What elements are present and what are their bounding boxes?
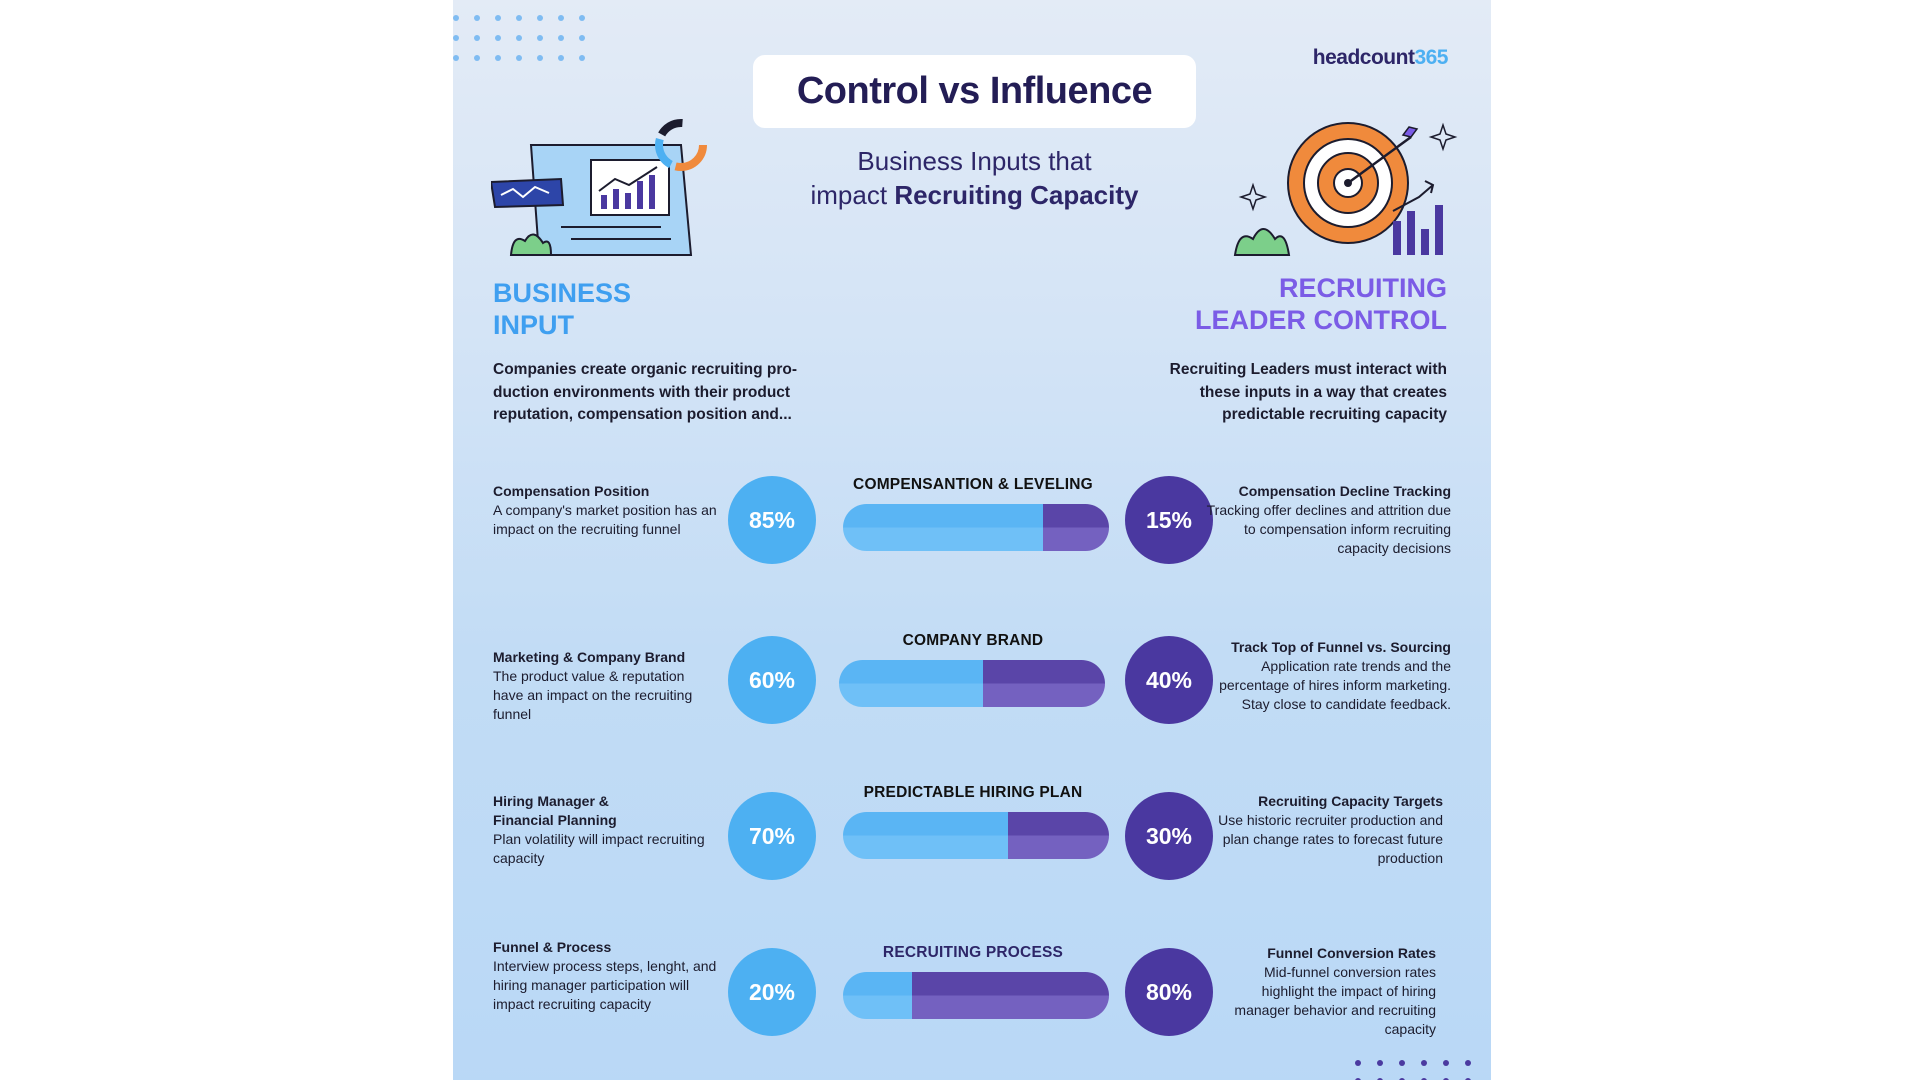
control-percent-circle: 30%	[1125, 792, 1213, 880]
left-item-title: Hiring Manager & Financial Planning	[493, 793, 617, 828]
left-item-desc: Plan volatility will impact recruiting c…	[493, 831, 705, 866]
right-item-title: Recruiting Capacity Targets	[1258, 793, 1443, 809]
split-bar	[843, 972, 1109, 1019]
business-input-intro: Companies create organic recruiting pro-…	[493, 361, 798, 423]
business-input-heading-line-1: BUSINESS	[493, 278, 632, 308]
dashboard-chart-illustration	[489, 115, 721, 265]
left-item-title: Funnel & Process	[493, 939, 612, 955]
right-item-desc: Tracking offer declines and attrition du…	[1206, 502, 1451, 556]
left-item: Compensation Position A company's market…	[493, 482, 718, 539]
infographic-poster: Control vs Influence headcount365 Busine…	[453, 0, 1491, 1080]
split-bar	[843, 504, 1109, 551]
subtitle-bold: Recruiting Capacity	[894, 180, 1139, 210]
subtitle-line-2: impact Recruiting Capacity	[753, 178, 1196, 212]
brand-name: headcount	[1312, 46, 1415, 69]
brand-number: 365	[1414, 46, 1448, 69]
row-recruiting-process: Funnel & Process Interview process steps…	[453, 936, 1491, 1039]
business-percent-circle: 70%	[728, 792, 816, 880]
bar-control-part	[982, 660, 1105, 707]
left-item: Hiring Manager & Financial Planning Plan…	[493, 792, 718, 868]
business-percent-circle: 85%	[728, 476, 816, 564]
bar-label: RECRUITING PROCESS	[882, 944, 1064, 961]
right-item: Compensation Decline Tracking Tracking o…	[1206, 482, 1451, 558]
split-bar	[843, 812, 1109, 859]
row-hiring-plan: Hiring Manager & Financial Planning Plan…	[453, 780, 1491, 880]
bar-business-part	[843, 504, 1043, 551]
left-item: Marketing & Company Brand The product va…	[493, 648, 718, 724]
bar-label: COMPENSANTION & LEVELING	[853, 476, 1093, 493]
recruiting-leader-control-heading: RECRUITING LEADER CONTROL	[1127, 272, 1447, 336]
row-compensation: Compensation Position A company's market…	[453, 470, 1491, 570]
bar-business-part	[843, 812, 1008, 859]
right-item-title: Funnel Conversion Rates	[1267, 945, 1436, 961]
right-item-desc: Application rate trends and the percenta…	[1219, 658, 1451, 712]
business-percent-circle: 20%	[728, 948, 816, 1036]
right-item: Funnel Conversion Rates Mid-funnel conve…	[1216, 944, 1436, 1039]
right-item: Track Top of Funnel vs. Sourcing Applica…	[1206, 638, 1451, 714]
left-item-desc: Interview process steps, lenght, and hir…	[493, 958, 717, 1012]
bar-label: PREDICTABLE HIRING PLAN	[863, 784, 1083, 801]
left-item-desc: A company's market position has an impac…	[493, 502, 717, 537]
bar-control-part	[1007, 812, 1109, 859]
right-item-desc: Use historic recruiter production and pl…	[1218, 812, 1443, 866]
leader-control-intro: Recruiting Leaders must interact with th…	[1169, 361, 1447, 423]
subtitle-line-1: Business Inputs that	[857, 146, 1092, 176]
target-arrow-illustration	[1233, 115, 1463, 265]
control-percent-circle: 15%	[1125, 476, 1213, 564]
left-item: Funnel & Process Interview process steps…	[493, 938, 718, 1014]
bar-business-part	[843, 972, 913, 1019]
left-item-desc: The product value & reputation have an i…	[493, 668, 693, 722]
page-title: Control vs Influence	[796, 70, 1153, 112]
right-item: Recruiting Capacity Targets Use historic…	[1213, 792, 1443, 868]
left-item-title: Marketing & Company Brand	[493, 649, 686, 665]
bar-control-part	[1042, 504, 1109, 551]
bar-label: COMPANY BRAND	[902, 632, 1044, 649]
business-input-heading: BUSINESS INPUT	[493, 277, 753, 341]
control-heading-line-1: RECRUITING	[1279, 273, 1447, 303]
left-item-title: Compensation Position	[493, 483, 650, 499]
decorative-dots-top	[453, 15, 600, 61]
right-item-title: Track Top of Funnel vs. Sourcing	[1231, 639, 1451, 655]
control-percent-circle: 40%	[1125, 636, 1213, 724]
business-input-heading-line-2: INPUT	[493, 310, 574, 340]
bar-control-part	[912, 972, 1109, 1019]
control-heading-line-2: LEADER CONTROL	[1195, 305, 1447, 335]
brand-logo: headcount365	[1312, 46, 1449, 70]
control-percent-circle: 80%	[1125, 948, 1213, 1036]
split-bar	[839, 660, 1105, 707]
right-item-title: Compensation Decline Tracking	[1238, 483, 1451, 499]
right-item-desc: Mid-funnel conversion rates highlight th…	[1234, 964, 1436, 1037]
decorative-dots-bottom	[1355, 1060, 1487, 1080]
row-company-brand: Marketing & Company Brand The product va…	[453, 626, 1491, 726]
page-subtitle: Business Inputs that impact Recruiting C…	[753, 144, 1196, 212]
subtitle-prefix: impact	[810, 180, 895, 210]
title-box: Control vs Influence	[753, 55, 1196, 128]
bar-business-part	[839, 660, 983, 707]
business-percent-circle: 60%	[728, 636, 816, 724]
